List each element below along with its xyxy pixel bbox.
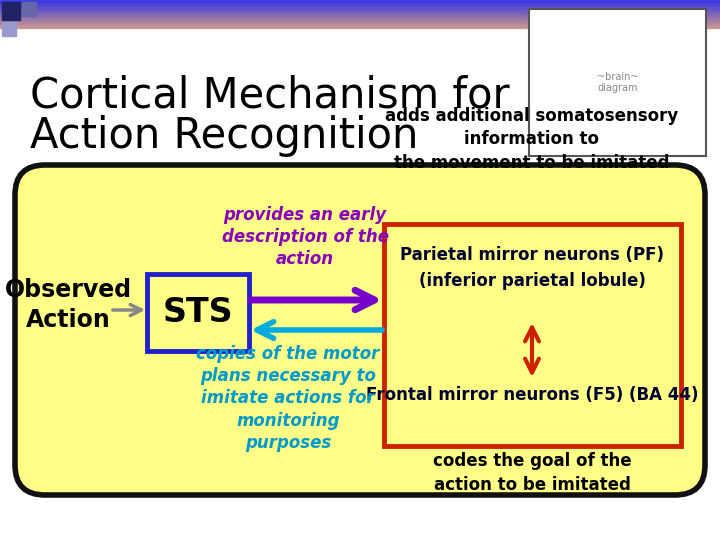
Text: Frontal mirror neurons (F5) (BA 44): Frontal mirror neurons (F5) (BA 44) (366, 386, 698, 404)
FancyBboxPatch shape (147, 274, 249, 351)
Bar (0, 12, 720, 13)
FancyBboxPatch shape (384, 224, 681, 446)
Bar (0, 18, 720, 19)
FancyBboxPatch shape (15, 165, 705, 495)
Bar (0, 4, 720, 5)
Bar (0, 10, 720, 11)
Text: ~brain~
diagram: ~brain~ diagram (597, 72, 638, 93)
Bar (0, 8, 720, 9)
Bar (0, 1, 720, 2)
Bar (0, 27, 720, 28)
Bar (0, 23, 720, 24)
Bar (0, 26, 720, 27)
Text: STS: STS (163, 296, 233, 329)
Bar (0, 24, 720, 25)
Bar (2, 2, 20, 20)
Bar (0, 5, 720, 6)
Bar (0, 21, 720, 22)
Text: Parietal mirror neurons (PF)
(inferior parietal lobule): Parietal mirror neurons (PF) (inferior p… (400, 246, 664, 289)
Text: codes the goal of the
action to be imitated: codes the goal of the action to be imita… (433, 452, 631, 494)
Bar (0, 22, 720, 23)
Bar (0, 7, 720, 8)
Bar (0, 2, 720, 3)
Bar (0, 19, 720, 20)
Text: adds additional somatosensory
information to
the movement to be imitated: adds additional somatosensory informatio… (385, 107, 679, 172)
Bar (0, 15, 720, 16)
Bar (0, 6, 720, 7)
FancyBboxPatch shape (529, 9, 706, 156)
Text: Cortical Mechanism for: Cortical Mechanism for (30, 75, 510, 117)
Bar (0, 14, 720, 15)
Bar (0, 0, 720, 1)
Bar (0, 20, 720, 21)
Text: Observed
Action: Observed Action (4, 278, 132, 332)
Bar (0, 11, 720, 12)
Text: copies of the motor
plans necessary to
imitate actions for
monitoring
purposes: copies of the motor plans necessary to i… (197, 345, 379, 452)
Bar (0, 13, 720, 14)
Bar (22, 2, 36, 16)
Text: provides an early
description of the
action: provides an early description of the act… (222, 206, 389, 268)
Bar (0, 9, 720, 10)
Bar (0, 16, 720, 17)
Bar (0, 3, 720, 4)
Bar (2, 22, 16, 36)
Text: Action Recognition: Action Recognition (30, 115, 418, 157)
Bar (0, 17, 720, 18)
Bar (0, 25, 720, 26)
